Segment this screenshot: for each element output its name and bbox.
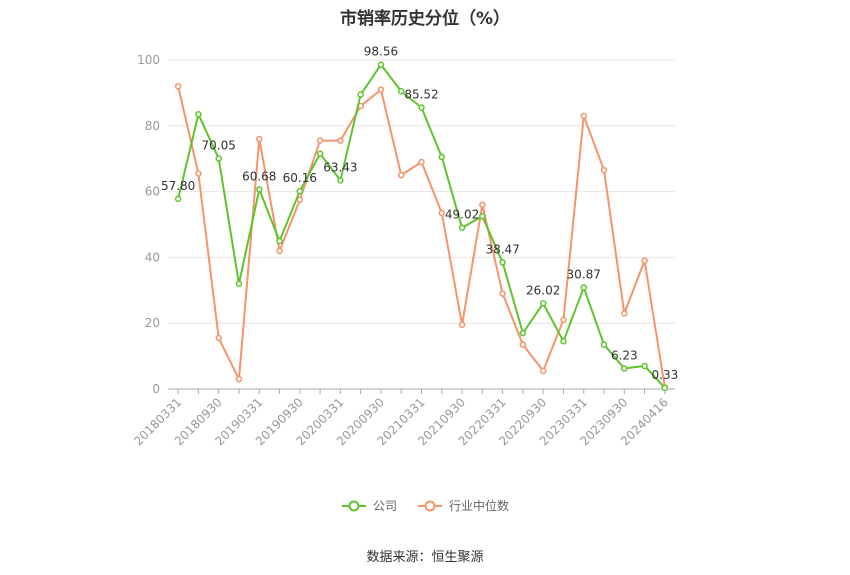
industry-data-point	[458, 321, 466, 329]
industry-data-point	[560, 316, 567, 324]
company-data-point	[661, 384, 669, 392]
company-data-label: 70.05	[202, 139, 236, 153]
industry-data-point	[296, 196, 304, 204]
company-data-point	[357, 91, 364, 98]
industry-data-point	[438, 209, 446, 217]
industry-data-point	[397, 171, 405, 179]
legend-item-company[interactable]: 公司	[341, 497, 397, 514]
industry-data-point	[235, 375, 243, 383]
legend-item-industry-median[interactable]: 行业中位数	[417, 497, 509, 514]
y-tick-label: 0	[152, 382, 160, 396]
company-data-point	[195, 111, 202, 118]
y-tick-label: 40	[145, 250, 160, 264]
y-tick-label: 20	[145, 316, 160, 330]
company-data-label: 38.47	[485, 242, 519, 256]
industry-data-point	[499, 290, 506, 297]
company-data-label: 98.56	[364, 45, 398, 59]
legend-company-marker-icon	[341, 500, 366, 511]
company-data-point	[256, 186, 263, 193]
company-data-label: 85.52	[404, 88, 438, 102]
industry-data-point	[519, 341, 527, 348]
company-data-point	[499, 259, 506, 266]
grid-layer	[168, 59, 675, 324]
chart-title: 市销率历史分位（%）	[339, 9, 511, 29]
company-data-point	[316, 150, 324, 158]
company-data-label: 63.43	[323, 160, 357, 174]
industry-data-point	[195, 170, 202, 177]
industry-data-point	[337, 137, 344, 144]
company-data-label: 26.02	[526, 283, 560, 297]
company-data-point	[479, 213, 486, 220]
industry-data-point	[215, 334, 222, 342]
legend: 公司 行业中位数	[0, 497, 850, 514]
company-data-point	[235, 280, 243, 287]
label-layer: 57.80 70.05 60.68 60.16 63.43 98.56 85.52 49.02…	[161, 45, 678, 382]
legend-company-label: 公司	[372, 499, 397, 513]
y-tick-label: 60	[145, 185, 160, 199]
industry-data-point	[641, 257, 648, 264]
source-note: 数据来源：恒生聚源	[366, 550, 484, 565]
industry-data-point	[479, 201, 486, 209]
company-data-point	[174, 195, 182, 203]
industry-data-point	[418, 158, 425, 166]
industry-data-point	[174, 83, 182, 90]
company-data-label: 60.16	[283, 171, 317, 185]
y-tick-label: 80	[145, 119, 160, 133]
company-data-point	[539, 300, 547, 307]
company-data-label: 6.23	[611, 349, 638, 363]
industry-data-point	[276, 247, 283, 255]
company-data-label: 30.87	[567, 267, 601, 281]
company-data-point	[337, 177, 344, 184]
company-data-point	[641, 362, 648, 370]
company-data-point	[519, 329, 527, 337]
series-layer	[174, 61, 669, 392]
company-data-label: 49.02	[445, 208, 479, 222]
company-data-point	[377, 61, 385, 68]
industry-data-point	[580, 112, 587, 120]
company-data-point	[397, 88, 405, 95]
company-data-point	[276, 237, 283, 245]
industry-data-point	[600, 166, 608, 174]
company-data-label: 0.33	[652, 368, 679, 382]
company-data-point	[580, 284, 587, 291]
industry-data-point	[377, 86, 385, 93]
company-data-point	[215, 155, 222, 162]
axis-layer: 0204060801002018033120180930201903312019…	[131, 53, 675, 448]
legend-industry-marker-icon	[418, 500, 442, 511]
industry-data-point	[621, 310, 628, 317]
industry-data-point	[256, 135, 263, 143]
company-data-point	[600, 341, 608, 348]
company-data-point	[560, 338, 567, 345]
company-data-point	[621, 365, 628, 372]
company-data-point	[418, 104, 425, 111]
company-series-line	[177, 63, 666, 389]
legend-industry-label: 行业中位数	[449, 499, 510, 513]
company-data-point	[458, 224, 466, 231]
industry-data-point	[316, 137, 324, 144]
industry-data-point	[539, 367, 547, 375]
company-data-label: 57.80	[161, 179, 195, 193]
company-data-label: 60.68	[242, 169, 276, 183]
company-data-point	[296, 187, 304, 195]
industry-median-series-line	[177, 86, 666, 388]
company-data-point	[438, 153, 446, 161]
y-tick-label: 100	[137, 53, 160, 67]
